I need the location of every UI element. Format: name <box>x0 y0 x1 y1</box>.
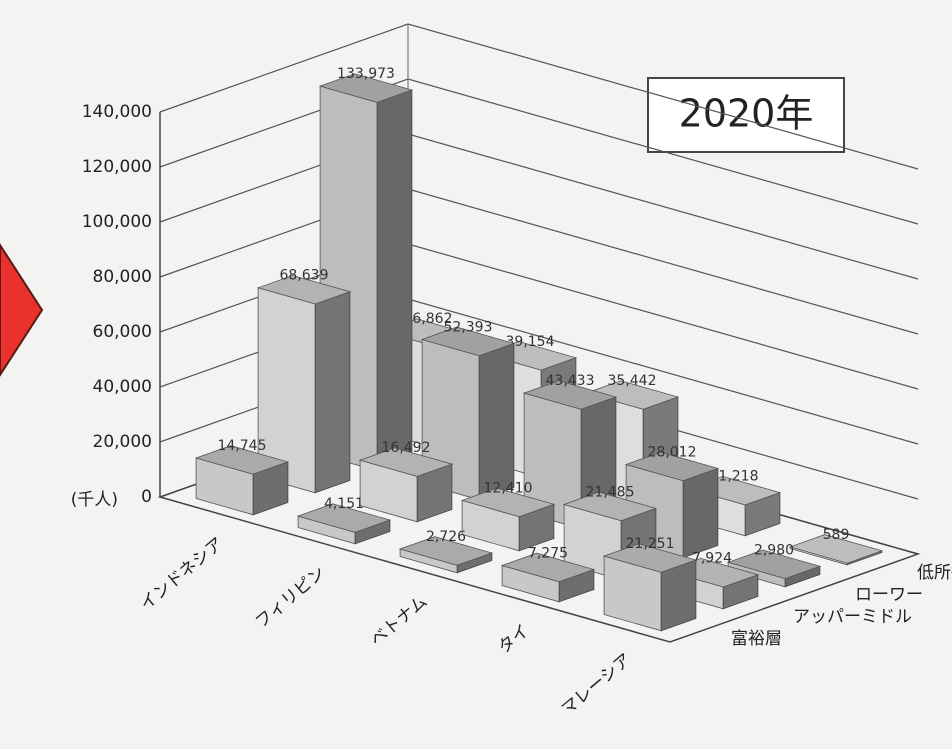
bar <box>500 552 596 603</box>
series-label: 富裕層 <box>731 629 782 649</box>
bar-side <box>314 291 351 494</box>
bar-top <box>522 380 618 410</box>
red-arrow <box>0 243 44 377</box>
value-label: 52,393 <box>444 319 493 335</box>
bar-top <box>500 552 596 583</box>
value-label: 14,745 <box>218 438 267 454</box>
bar-side <box>478 342 515 501</box>
value-label: 7,924 <box>692 551 732 567</box>
bar-top <box>602 543 698 573</box>
value-label: 133,973 <box>337 66 395 82</box>
value-label: 11,218 <box>710 469 759 485</box>
y-tick-label: 80,000 <box>93 267 152 287</box>
value-label: 21,485 <box>586 484 635 500</box>
bar-top <box>256 275 352 305</box>
bar <box>358 447 454 523</box>
value-label: 589 <box>823 527 850 543</box>
value-label: 2,726 <box>426 529 466 545</box>
bar-top <box>562 491 658 522</box>
y-tick-label: 120,000 <box>82 157 152 177</box>
value-label: 12,410 <box>484 480 533 496</box>
value-label: 16,492 <box>382 440 431 456</box>
bar-top <box>194 445 290 475</box>
bar-top <box>624 451 720 482</box>
bar-top <box>318 73 414 103</box>
y-tick-label: 20,000 <box>93 432 152 452</box>
bar <box>256 275 352 494</box>
bar-top <box>358 447 454 477</box>
value-label: 28,012 <box>648 444 697 460</box>
bar <box>194 445 290 516</box>
y-unit: (千人) <box>71 490 118 510</box>
chart-title: 2020年 <box>679 92 814 136</box>
bar-top <box>788 534 884 564</box>
y-tick-label: 0 <box>141 487 152 507</box>
title-box <box>647 77 845 153</box>
bar <box>602 543 698 632</box>
value-label: 39,154 <box>506 334 555 350</box>
bar-side <box>376 89 413 472</box>
value-label: 68,639 <box>280 268 329 284</box>
bar-top <box>584 380 680 410</box>
series-label: アッパーミドル <box>793 607 912 627</box>
y-tick-label: 60,000 <box>93 322 152 342</box>
bar-top <box>726 549 822 580</box>
bar <box>398 536 494 574</box>
bar-side <box>682 467 719 559</box>
bar <box>788 534 884 566</box>
bar-top <box>460 487 556 518</box>
y-tick-label: 140,000 <box>82 102 152 122</box>
value-label: 43,433 <box>546 373 595 389</box>
bar-top <box>420 326 516 357</box>
value-label: 7,275 <box>528 545 568 561</box>
value-label: 4,151 <box>324 496 364 512</box>
bar <box>296 503 392 545</box>
bar-top <box>398 536 494 566</box>
bar-top <box>296 503 392 533</box>
series-label: ローワー <box>855 585 923 605</box>
value-label: 35,442 <box>608 373 657 389</box>
value-label: 21,251 <box>626 536 675 552</box>
bar <box>460 487 556 552</box>
y-tick-label: 100,000 <box>82 212 152 232</box>
value-label: 36,862 <box>404 311 453 327</box>
value-label: 2,980 <box>754 542 794 558</box>
series-label: 低所得 <box>917 563 952 583</box>
y-tick-label: 40,000 <box>93 377 152 397</box>
